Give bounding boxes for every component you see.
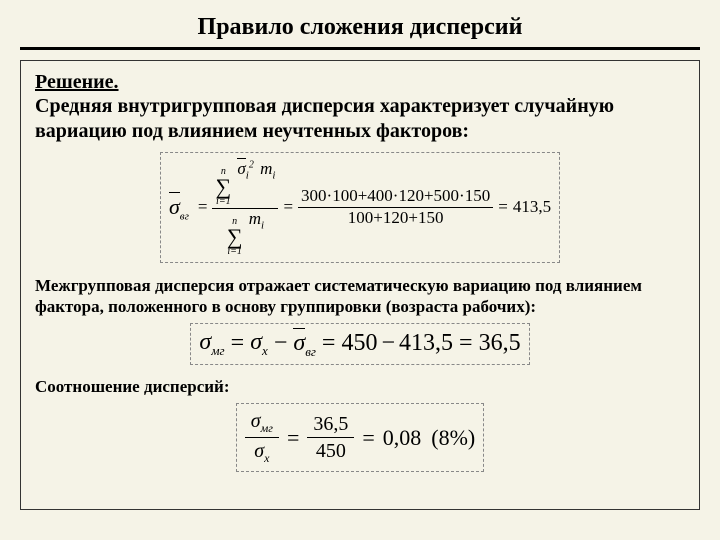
slide: Правило сложения дисперсий Решение. Сред… [0, 0, 720, 540]
f2-sub-wg: вг [305, 344, 316, 359]
formula-2-box: σмг = σx − σвг = 450 − 413,5 = 36,5 [190, 323, 529, 365]
f3-pct: (8%) [431, 425, 475, 451]
formula-2-row: σмг = σx − σвг = 450 − 413,5 = 36,5 [35, 323, 685, 365]
eq-icon: = [322, 330, 336, 357]
f1-num-sup: 2 [249, 159, 254, 170]
f1-sum-lower: i=1 [216, 197, 231, 207]
formula-3-box: σмг σx = 36,5 450 = 0,08 (8%) [236, 403, 485, 472]
f1-lhs-sigma: σ [169, 194, 180, 219]
f2-sub-x: x [262, 343, 268, 358]
paragraph-1: Средняя внутригрупповая дисперсия характ… [35, 94, 685, 144]
f3-result: 0,08 [383, 425, 422, 451]
eq-icon: = [498, 197, 508, 217]
f1-m2: m [249, 209, 261, 228]
f3-den: 450 [310, 438, 352, 464]
f1-m-sub2: i [261, 219, 264, 231]
eq-icon: = [231, 330, 245, 357]
eq-icon: = [287, 425, 299, 451]
f1-m: m [260, 159, 272, 178]
formula-3: σмг σx = 36,5 450 = 0,08 (8%) [245, 408, 476, 467]
minus-icon: − [274, 330, 288, 357]
formula-3-row: σмг σx = 36,5 450 = 0,08 (8%) [35, 403, 685, 472]
f3-sub-mg: мг [261, 421, 273, 435]
f1-lhs-sub: вг [180, 210, 189, 222]
f3-s2: σ [254, 440, 264, 462]
formula-1-row: σвг = n ∑ i=1 σi2 mi [35, 152, 685, 263]
f2-sub-mg: мг [211, 343, 224, 358]
f1-num-sigma: σ [237, 159, 245, 178]
f1-expanded-num: 300·100+400·120+500·150 [298, 186, 493, 207]
f1-num-sub: i [246, 169, 249, 181]
f1-frac-right: 300·100+400·120+500·150 100+120+150 [298, 186, 493, 228]
paragraph-2: Межгрупповая дисперсия отражает системат… [35, 275, 685, 318]
sum-icon: n ∑ i=1 [215, 167, 231, 207]
solution-block: Решение. [35, 71, 685, 94]
f2-v-wg: 413,5 [399, 330, 453, 357]
f2-s3: σ [293, 330, 305, 356]
eq-icon: = [283, 197, 293, 217]
eq-icon: = [362, 425, 374, 451]
formula-1-box: σвг = n ∑ i=1 σi2 mi [160, 152, 560, 263]
f3-num: 36,5 [307, 411, 354, 437]
f1-expanded-den: 100+120+150 [345, 208, 447, 229]
paragraph-3: Соотношение дисперсий: [35, 377, 685, 397]
eq-icon: = [198, 197, 208, 217]
f2-v-total: 450 [341, 330, 377, 357]
minus-icon: − [381, 330, 395, 357]
f3-frac-right: 36,5 450 [307, 411, 354, 464]
slide-title: Правило сложения дисперсий [20, 14, 700, 41]
f3-frac-left: σмг σx [245, 408, 279, 467]
solution-label: Решение. [35, 71, 119, 93]
f1-lhs: σвг [169, 192, 189, 222]
formula-2: σмг = σx − σвг = 450 − 413,5 = 36,5 [199, 328, 520, 360]
f1-m-sub: i [272, 169, 275, 181]
f1-sum-lower2: i=1 [227, 247, 242, 257]
eq-icon: = [459, 330, 473, 357]
content-box: Решение. Средняя внутригрупповая дисперс… [20, 60, 700, 510]
formula-1: σвг = n ∑ i=1 σi2 mi [169, 157, 551, 258]
f3-s1: σ [251, 410, 261, 432]
f2-s2: σ [250, 329, 262, 355]
f2-result: 36,5 [479, 330, 521, 357]
f2-s1: σ [199, 329, 211, 355]
title-divider [20, 47, 700, 50]
sum-icon: n ∑ i=1 [227, 217, 243, 257]
f1-frac-left: n ∑ i=1 σi2 mi n ∑ i=1 [212, 157, 278, 258]
f1-result: 413,5 [513, 197, 551, 217]
f3-sub-x: x [264, 451, 269, 465]
